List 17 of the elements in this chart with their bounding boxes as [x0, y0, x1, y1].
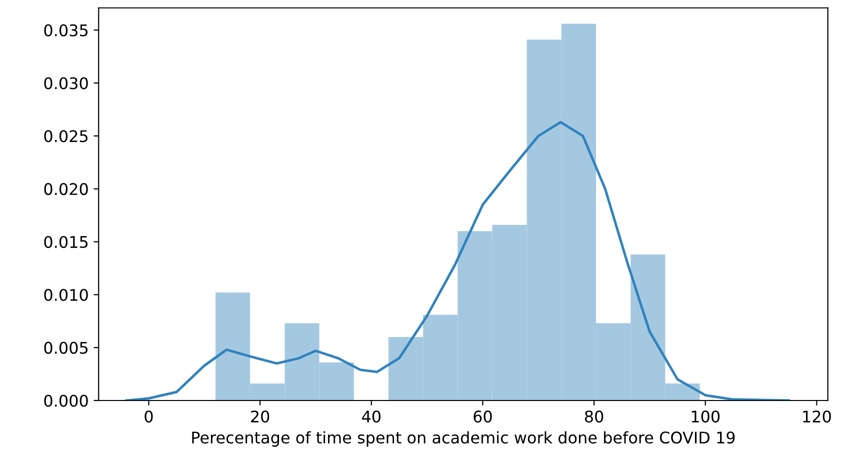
- y-tick-label: 0.025: [44, 130, 88, 142]
- x-tick-label: 40: [362, 410, 380, 423]
- x-axis-title: Perecentage of time spent on academic work done before COVID 19: [192, 431, 735, 447]
- x-tick-label: 20: [251, 410, 270, 423]
- line-series: [125, 120, 790, 400]
- x-tick-label: 80: [584, 410, 604, 423]
- y-tick-label: 0.010: [44, 288, 88, 301]
- y-tick-label: 0.020: [44, 183, 88, 196]
- y-tick-label: 0.030: [44, 77, 88, 90]
- x-tick-label: 120: [803, 410, 831, 423]
- x-tick-label: 100: [692, 410, 720, 423]
- y-tick-label: 0.005: [44, 342, 88, 354]
- y-tick-label: 0.000: [44, 394, 88, 407]
- x-tick-label: 60: [474, 410, 492, 423]
- y-tick-label: 0.035: [44, 24, 88, 36]
- y-tick-label: 0.015: [44, 236, 88, 248]
- x-tick-label: 0: [144, 410, 153, 423]
